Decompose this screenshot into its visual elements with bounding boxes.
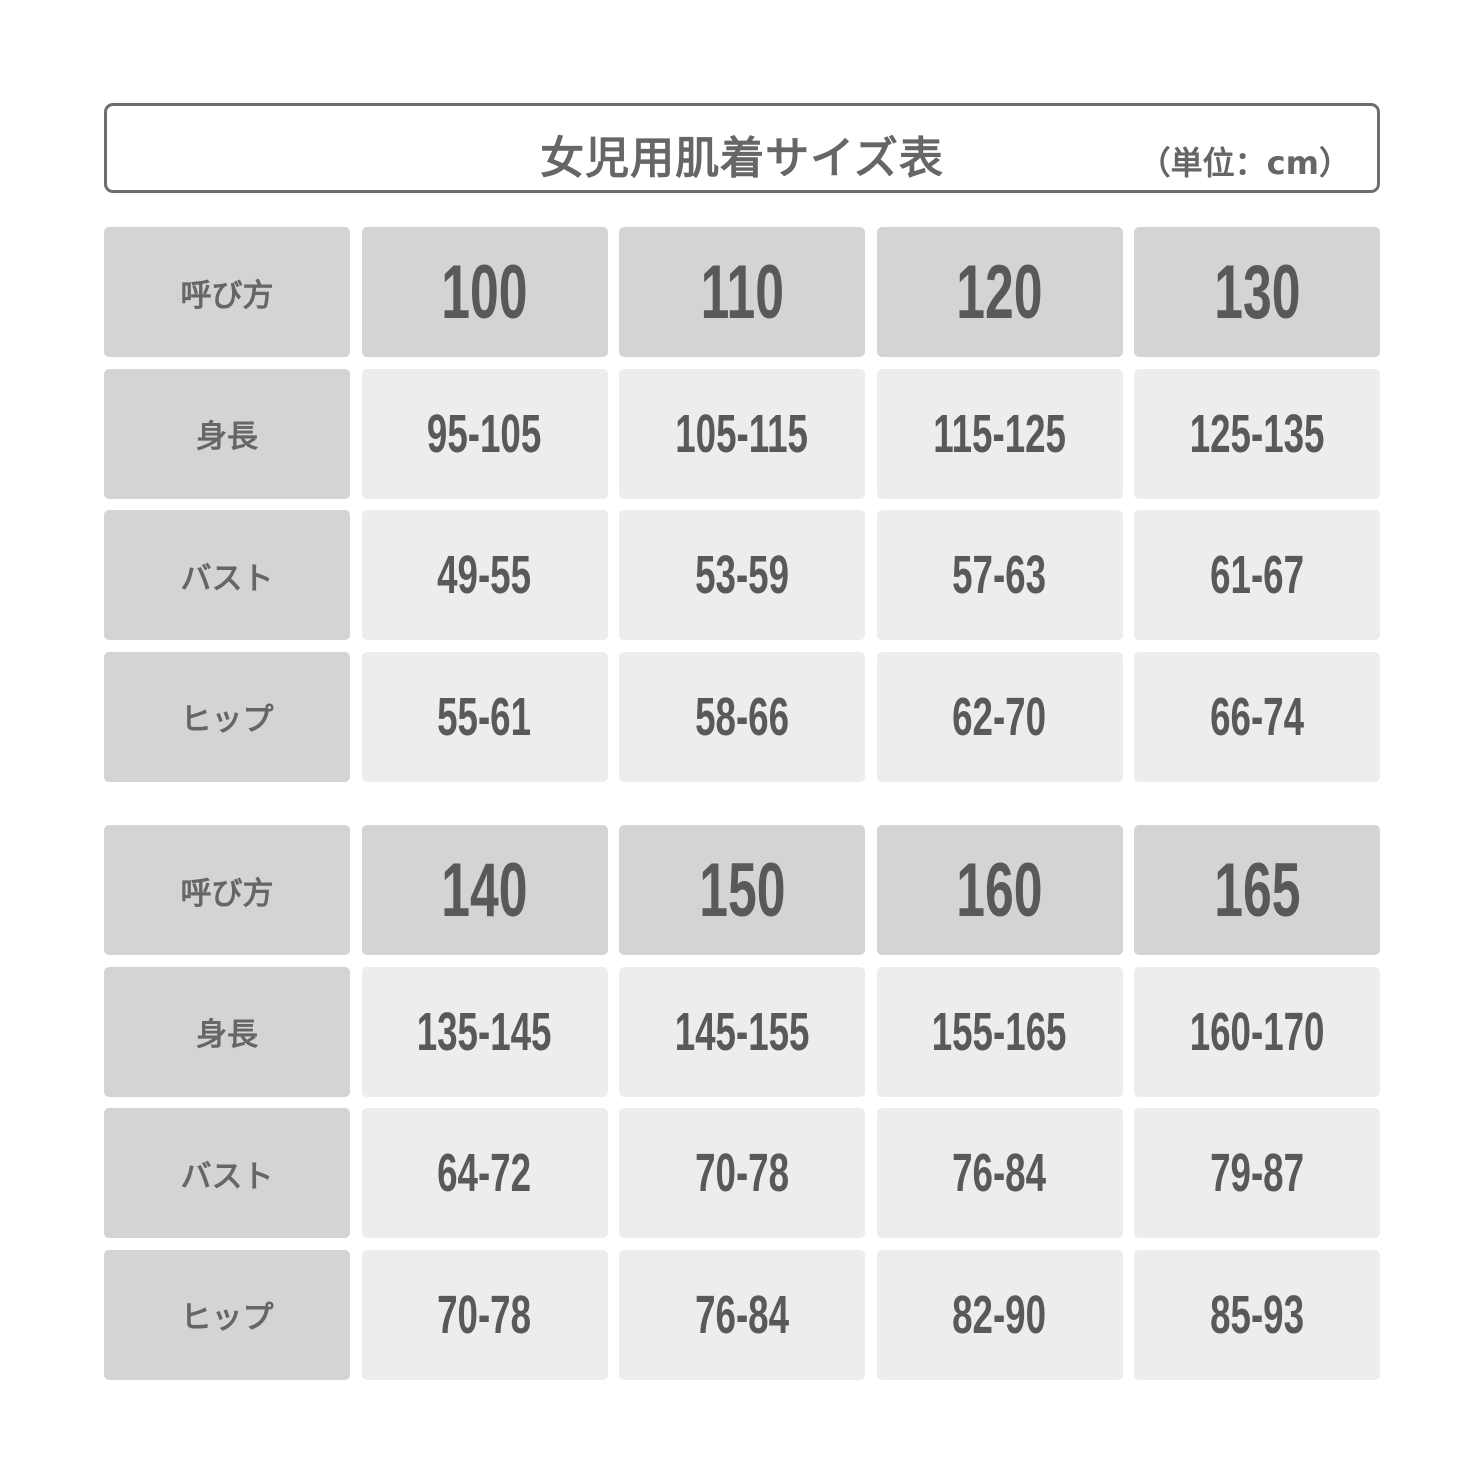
value-cell: 105-115 — [619, 368, 865, 499]
value-cell-text: 62-70 — [952, 686, 1047, 747]
size-header-cell-text: 130 — [1213, 249, 1301, 335]
row-label-cell: 身長 — [104, 966, 350, 1097]
size-header-cell-text: 110 — [700, 249, 784, 335]
value-cell-text: 160-170 — [1189, 1001, 1325, 1062]
header-label-cell-text: 呼び方 — [180, 277, 274, 314]
row-label-cell: ヒップ — [104, 651, 350, 782]
value-cell-text: 55-61 — [437, 686, 532, 747]
row-label-cell-text: 身長 — [196, 1017, 258, 1053]
value-cell-text: 58-66 — [695, 686, 789, 747]
value-cell-text: 76-84 — [695, 1284, 789, 1345]
page-title: 女児用肌着サイズ表 — [540, 133, 944, 184]
size-table-1: 呼び方 100 110 120 130 身長 95-105 105-115 115-125 125… — [104, 227, 1380, 782]
value-cell: 55-61 — [361, 651, 608, 782]
header-label-cell-text: 呼び方 — [180, 875, 274, 912]
row-label-cell: バスト — [104, 1108, 350, 1238]
value-cell-text: 115-125 — [933, 403, 1066, 464]
value-cell: 115-125 — [876, 368, 1123, 499]
value-cell-text: 66-74 — [1210, 686, 1304, 747]
value-cell: 53-59 — [619, 510, 865, 640]
size-header-cell-text: 160 — [956, 847, 1043, 933]
header-label-cell: 呼び方 — [104, 825, 350, 955]
value-cell: 64-72 — [361, 1108, 608, 1238]
value-cell-text: 64-72 — [437, 1143, 532, 1203]
value-cell-text: 155-165 — [932, 1001, 1067, 1062]
row-label-cell-text: 身長 — [196, 419, 258, 455]
value-cell-text: 53-59 — [695, 545, 789, 605]
header-label-cell: 呼び方 — [104, 227, 350, 357]
value-cell-text: 70-78 — [437, 1284, 532, 1345]
row-label-cell-text: バスト — [180, 560, 274, 597]
size-header-cell: 100 — [361, 227, 608, 357]
value-cell: 49-55 — [361, 510, 608, 640]
value-cell: 70-78 — [361, 1249, 608, 1380]
value-cell-text: 61-67 — [1210, 545, 1304, 605]
value-cell: 79-87 — [1134, 1108, 1380, 1238]
value-cell-text: 76-84 — [952, 1143, 1047, 1203]
size-header-cell-text: 140 — [441, 847, 528, 933]
row-label-cell: 身長 — [104, 368, 350, 499]
value-cell-text: 79-87 — [1210, 1143, 1304, 1203]
size-header-cell: 110 — [619, 227, 865, 357]
value-cell-text: 70-78 — [695, 1143, 789, 1203]
value-cell: 145-155 — [619, 966, 865, 1097]
size-table-2: 呼び方 140 150 160 165 身長 135-145 145-155 155-165 16… — [104, 825, 1380, 1380]
unit-label: （単位：cm） — [1138, 144, 1351, 182]
size-header-cell-text: 150 — [698, 847, 786, 933]
value-cell: 95-105 — [361, 368, 608, 499]
size-header-cell: 165 — [1134, 825, 1380, 955]
value-cell-text: 95-105 — [427, 403, 542, 464]
value-cell: 85-93 — [1134, 1249, 1380, 1380]
value-cell: 135-145 — [361, 966, 608, 1097]
row-label-cell-text: ヒップ — [180, 702, 274, 738]
value-cell-text: 105-115 — [675, 403, 809, 464]
size-header-cell: 160 — [876, 825, 1123, 955]
title-box: 女児用肌着サイズ表 （単位：cm） — [104, 103, 1380, 193]
value-cell: 125-135 — [1134, 368, 1380, 499]
size-header-cell: 130 — [1134, 227, 1380, 357]
value-cell-text: 135-145 — [417, 1001, 552, 1062]
row-label-cell-text: ヒップ — [180, 1300, 274, 1336]
value-cell: 57-63 — [876, 510, 1123, 640]
value-cell: 155-165 — [876, 966, 1123, 1097]
row-label-cell: バスト — [104, 510, 350, 640]
value-cell: 70-78 — [619, 1108, 865, 1238]
size-header-cell-text: 165 — [1213, 847, 1301, 933]
size-header-cell: 140 — [361, 825, 608, 955]
size-header-cell-text: 120 — [956, 249, 1043, 335]
row-label-cell-text: バスト — [180, 1158, 274, 1195]
value-cell: 160-170 — [1134, 966, 1380, 1097]
value-cell: 61-67 — [1134, 510, 1380, 640]
value-cell: 82-90 — [876, 1249, 1123, 1380]
value-cell: 58-66 — [619, 651, 865, 782]
size-header-cell: 120 — [876, 227, 1123, 357]
value-cell-text: 49-55 — [437, 545, 532, 605]
value-cell: 76-84 — [876, 1108, 1123, 1238]
row-label-cell: ヒップ — [104, 1249, 350, 1380]
value-cell-text: 125-135 — [1189, 403, 1325, 464]
size-header-cell-text: 100 — [441, 249, 528, 335]
value-cell-text: 85-93 — [1210, 1284, 1304, 1345]
value-cell-text: 145-155 — [674, 1001, 810, 1062]
value-cell-text: 82-90 — [952, 1284, 1047, 1345]
value-cell: 62-70 — [876, 651, 1123, 782]
value-cell-text: 57-63 — [952, 545, 1047, 605]
value-cell: 76-84 — [619, 1249, 865, 1380]
size-header-cell: 150 — [619, 825, 865, 955]
value-cell: 66-74 — [1134, 651, 1380, 782]
